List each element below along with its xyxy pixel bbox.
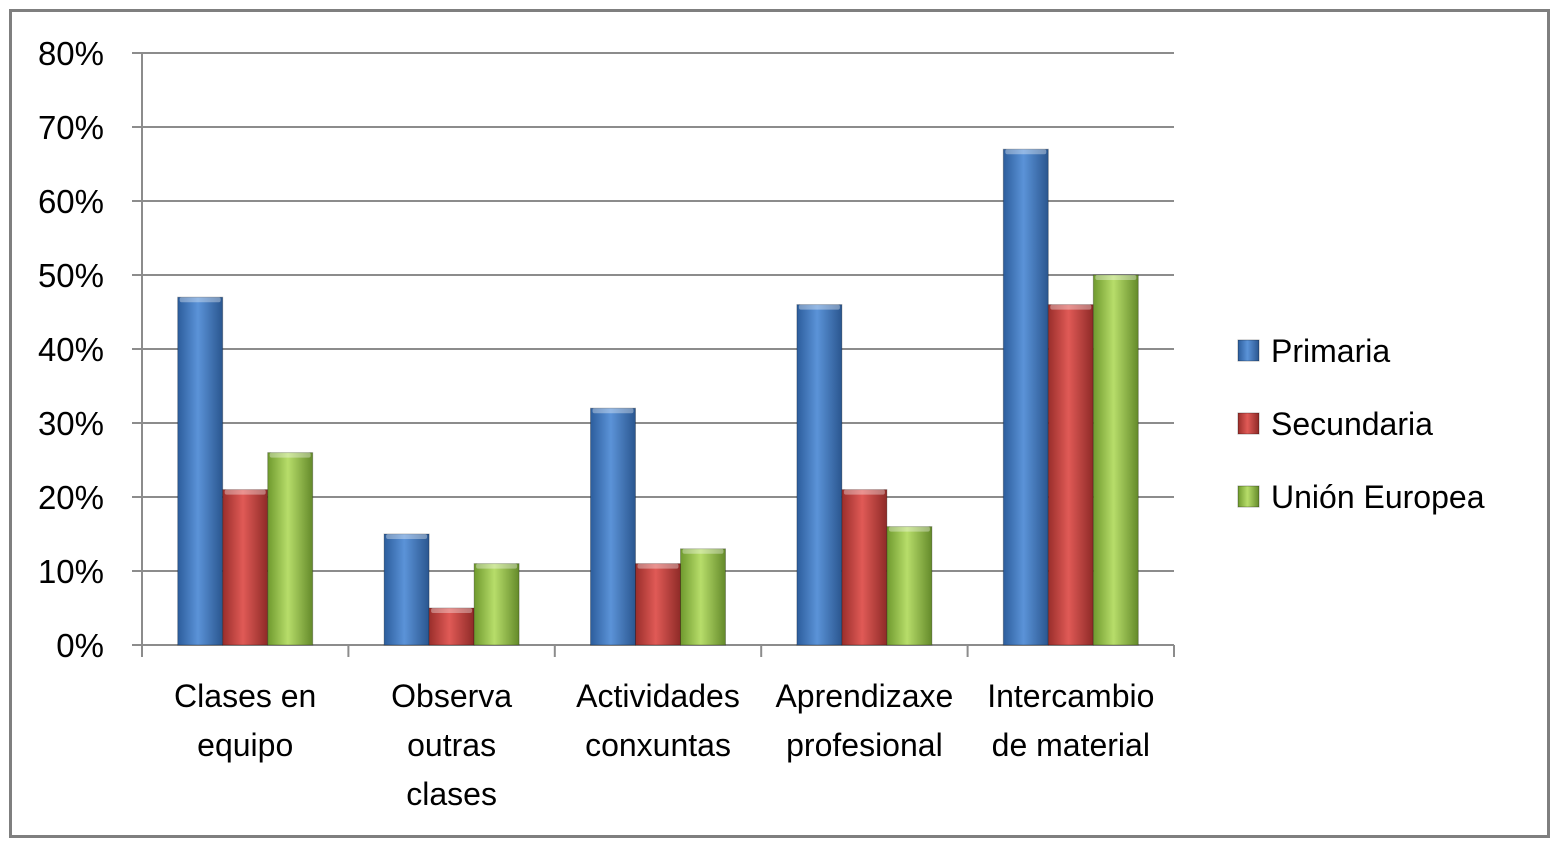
bar-unión-europea xyxy=(267,452,314,646)
legend-label: Primaria xyxy=(1271,333,1390,369)
y-tick-label: 0% xyxy=(56,627,104,664)
bar-body xyxy=(1002,148,1049,646)
bar-body xyxy=(841,489,888,646)
bar-secundaria xyxy=(635,563,681,646)
bar-unión-europea xyxy=(886,526,933,646)
bar-highlight xyxy=(682,548,724,554)
legend-label: Unión Europea xyxy=(1271,479,1485,515)
x-category-label: Actividades conxuntas xyxy=(576,678,740,763)
bar-highlight xyxy=(798,304,840,310)
bar-primaria xyxy=(383,533,430,646)
legend-label: Secundaria xyxy=(1271,406,1433,442)
bar-highlight xyxy=(224,489,266,495)
bar-highlight xyxy=(1050,304,1092,310)
bar-highlight xyxy=(1095,275,1137,280)
legend-swatch xyxy=(1237,339,1260,362)
bar-body xyxy=(473,563,520,646)
x-category-label-line: conxuntas xyxy=(585,727,731,763)
bar-highlight xyxy=(888,526,930,532)
legend-item: Unión Europea xyxy=(1237,479,1485,515)
y-tick-label: 80% xyxy=(38,35,104,72)
bar-body xyxy=(383,533,430,646)
legend-swatch xyxy=(1237,485,1260,508)
bar-body xyxy=(635,563,681,646)
x-category-label-line: profesional xyxy=(786,727,943,763)
bar-highlight xyxy=(179,297,221,303)
bar-unión-europea xyxy=(1092,274,1139,646)
bar-secundaria xyxy=(841,489,888,646)
bar-highlight xyxy=(1005,149,1047,155)
bar-body xyxy=(267,452,314,646)
bar-body xyxy=(222,489,269,646)
x-category-label-line: Aprendizaxe xyxy=(775,678,953,714)
bar-highlight xyxy=(269,452,311,458)
x-category-label-line: Clases en xyxy=(174,678,316,714)
bar-primaria xyxy=(796,304,843,646)
x-category-label-line: outras xyxy=(407,727,496,763)
bar-body xyxy=(680,548,726,646)
bar-highlight xyxy=(476,563,518,569)
x-category-label-line: Intercambio xyxy=(987,678,1154,714)
bar-highlight xyxy=(637,563,679,569)
x-category-label: Intercambio de material xyxy=(987,678,1154,763)
legend-item: Secundaria xyxy=(1237,406,1433,442)
gridlines xyxy=(142,52,1174,572)
x-category-label: Aprendizaxe profesional xyxy=(775,678,953,763)
bar-body xyxy=(796,304,843,646)
y-tick-label: 50% xyxy=(38,257,104,294)
y-tick-label: 30% xyxy=(38,405,104,442)
x-category-label-line: Observa xyxy=(391,678,512,714)
bar-highlight xyxy=(386,534,428,539)
bar-unión-europea xyxy=(680,548,726,646)
bar-secundaria xyxy=(222,489,269,646)
bar-body xyxy=(428,607,475,646)
bar-highlight xyxy=(592,408,634,414)
bar-body xyxy=(1092,274,1139,646)
x-category-label: Clases en equipo xyxy=(174,678,316,763)
legend-item: Primaria xyxy=(1237,333,1390,369)
bar-primaria xyxy=(177,296,224,646)
x-category-label-line: clases xyxy=(406,776,497,812)
legend-swatch xyxy=(1237,412,1260,435)
x-category-label: Observa outras clases xyxy=(391,678,512,812)
bar-body xyxy=(590,407,636,646)
y-tick-label: 70% xyxy=(38,109,104,146)
axis-labels: 0% 10% 20% 30% 40% 50% 60% 70% 80% Clases en equip… xyxy=(38,35,1154,812)
bars xyxy=(177,148,1139,646)
bar-highlight xyxy=(431,608,473,613)
y-tick-label: 10% xyxy=(38,553,104,590)
bar-primaria xyxy=(1002,148,1049,646)
bar-highlight xyxy=(843,489,885,495)
bar-secundaria xyxy=(428,607,475,646)
y-tick-label: 20% xyxy=(38,479,104,516)
bar-secundaria xyxy=(1047,304,1094,646)
bar-unión-europea xyxy=(473,563,520,646)
bar-body xyxy=(1047,304,1094,646)
x-category-label-line: Actividades xyxy=(576,678,740,714)
bar-primaria xyxy=(590,407,636,646)
bar-body xyxy=(177,296,224,646)
legend: Primaria Secundaria Unión Europea xyxy=(1237,333,1485,515)
x-category-label-line: equipo xyxy=(197,727,293,763)
x-category-label-line: de material xyxy=(992,727,1150,763)
bar-body xyxy=(886,526,933,646)
y-tick-label: 40% xyxy=(38,331,104,368)
y-tick-label: 60% xyxy=(38,183,104,220)
